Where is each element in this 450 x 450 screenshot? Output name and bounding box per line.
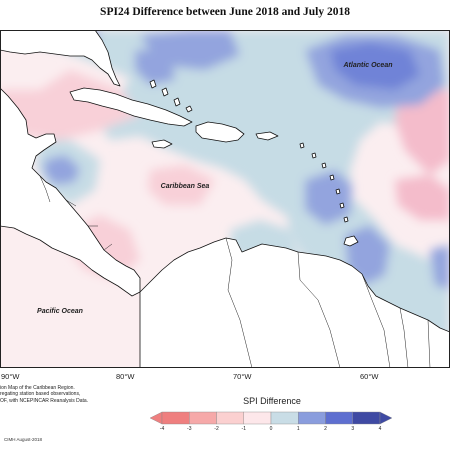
legend-tick-label: 2 (324, 426, 327, 432)
legend-tick-label: 1 (296, 426, 300, 432)
lon-label-60w: 60°W (360, 372, 379, 381)
note-line: ion Map of the Caribbean Region. (0, 385, 75, 391)
note-line: regating station based observations, (0, 391, 81, 398)
legend-arrow-high (379, 411, 392, 425)
legend-cell (298, 411, 326, 425)
legend-arrow-low (150, 411, 163, 425)
lon-label-90w: 90°W (1, 372, 20, 381)
hispaniola-land (195, 121, 245, 143)
pacific-ocean-label: Pacific Ocean (37, 308, 83, 315)
legend-tick-label: 3 (351, 426, 355, 432)
puerto-rico-land (255, 131, 279, 141)
legend-tick-label: 4 (378, 426, 382, 432)
legend-cell (216, 411, 244, 425)
color-legend (150, 411, 392, 425)
legend-tick-label: -1 (241, 426, 246, 432)
cuba-land (69, 87, 193, 127)
legend-cell (352, 411, 381, 425)
legend-cell (189, 411, 217, 425)
legend-cell (243, 411, 272, 425)
spi-difference-map: Atlantic Ocean Caribbean Sea Pacific Oce… (0, 30, 450, 368)
legend-title: SPI Difference (243, 396, 301, 406)
lon-label-70w: 70°W (233, 372, 252, 381)
lon-label-80w: 80°W (116, 372, 135, 381)
map-title: SPI24 Difference between June 2018 and J… (100, 6, 350, 18)
legend-tick-label: -3 (187, 426, 192, 432)
legend-tick-label: -4 (159, 426, 165, 432)
trinidad-land (343, 235, 359, 247)
legend-tick-label: -2 (214, 426, 219, 432)
note-line: OF, with NCEPINCAR Reanalysis Data. (0, 397, 89, 404)
legend-cell (161, 411, 190, 425)
country-borders (39, 175, 431, 368)
central-america-land (0, 87, 141, 297)
legend-tick-label: 0 (269, 426, 273, 432)
legend-cell (325, 411, 353, 425)
jamaica-land (151, 139, 173, 149)
bahamas-land (149, 79, 193, 113)
atlantic-ocean-label: Atlantic Ocean (342, 62, 392, 69)
north-america-land (0, 30, 121, 87)
caribbean-sea-label: Caribbean Sea (161, 183, 210, 190)
credit-text: CIMH August-2018 (4, 437, 43, 442)
lesser-antilles-land (299, 142, 349, 223)
legend-cell (270, 411, 299, 425)
map-description: ion Map of the Caribbean Region. regatin… (0, 385, 110, 404)
legend-ticks: -4 -3 -2 -1 0 1 2 3 4 (150, 426, 392, 436)
